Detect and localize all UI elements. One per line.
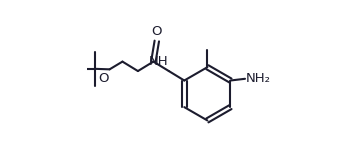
Text: O: O [152, 25, 162, 38]
Text: NH₂: NH₂ [246, 72, 271, 85]
Text: NH: NH [148, 55, 168, 69]
Text: O: O [98, 72, 109, 85]
